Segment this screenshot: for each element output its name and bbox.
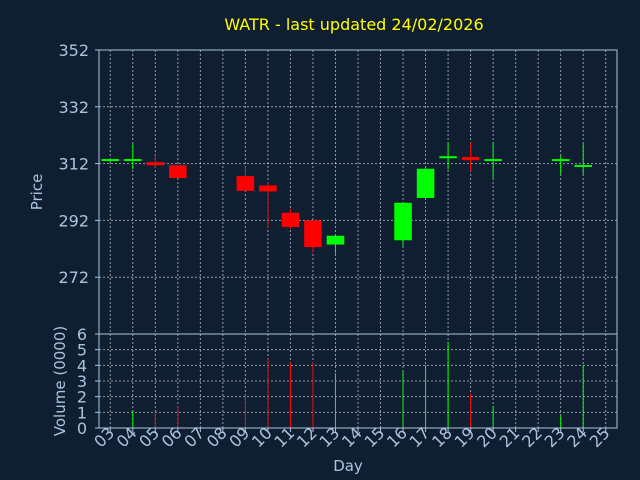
axes-layer	[95, 49, 618, 432]
candle-body-09	[236, 176, 255, 191]
price-tick-label: 332	[58, 98, 89, 117]
volume-tick-label: 2	[77, 388, 87, 407]
marks-layer	[101, 142, 593, 428]
candle-body-19	[461, 157, 480, 161]
chart-title: WATR - last updated 24/02/2026	[224, 15, 483, 34]
volume-tick-label: 6	[77, 325, 87, 344]
candle-body-11	[281, 212, 300, 227]
candle-body-10	[259, 185, 277, 192]
candle-body-17	[416, 168, 435, 198]
candle-body-23	[551, 159, 570, 162]
x-axis-label: Day	[333, 457, 363, 475]
candle-body-12	[304, 220, 322, 248]
volume-tick-label: 3	[77, 372, 87, 391]
candle-body-16	[394, 202, 412, 241]
candle-body-06	[169, 165, 187, 179]
candle-body-03	[101, 159, 120, 162]
volume-tick-label: 0	[77, 419, 87, 438]
volume-axis-label: Volume (0000)	[51, 326, 69, 436]
candle-body-18	[439, 156, 457, 159]
candle-body-13	[326, 235, 345, 245]
volume-tick-label: 5	[77, 341, 87, 360]
price-tick-label: 312	[58, 155, 89, 174]
volume-tick-label: 1	[77, 403, 87, 422]
candle-body-04	[123, 159, 142, 162]
candle-body-24	[574, 165, 593, 168]
candle-body-20	[484, 159, 502, 162]
price-tick-label: 352	[58, 41, 89, 60]
volume-tick-label: 4	[77, 356, 87, 375]
candle-body-05	[146, 162, 165, 166]
price-tick-label: 292	[58, 211, 89, 230]
price-axis-label: Price	[28, 174, 46, 211]
price-tick-label: 272	[58, 268, 89, 287]
